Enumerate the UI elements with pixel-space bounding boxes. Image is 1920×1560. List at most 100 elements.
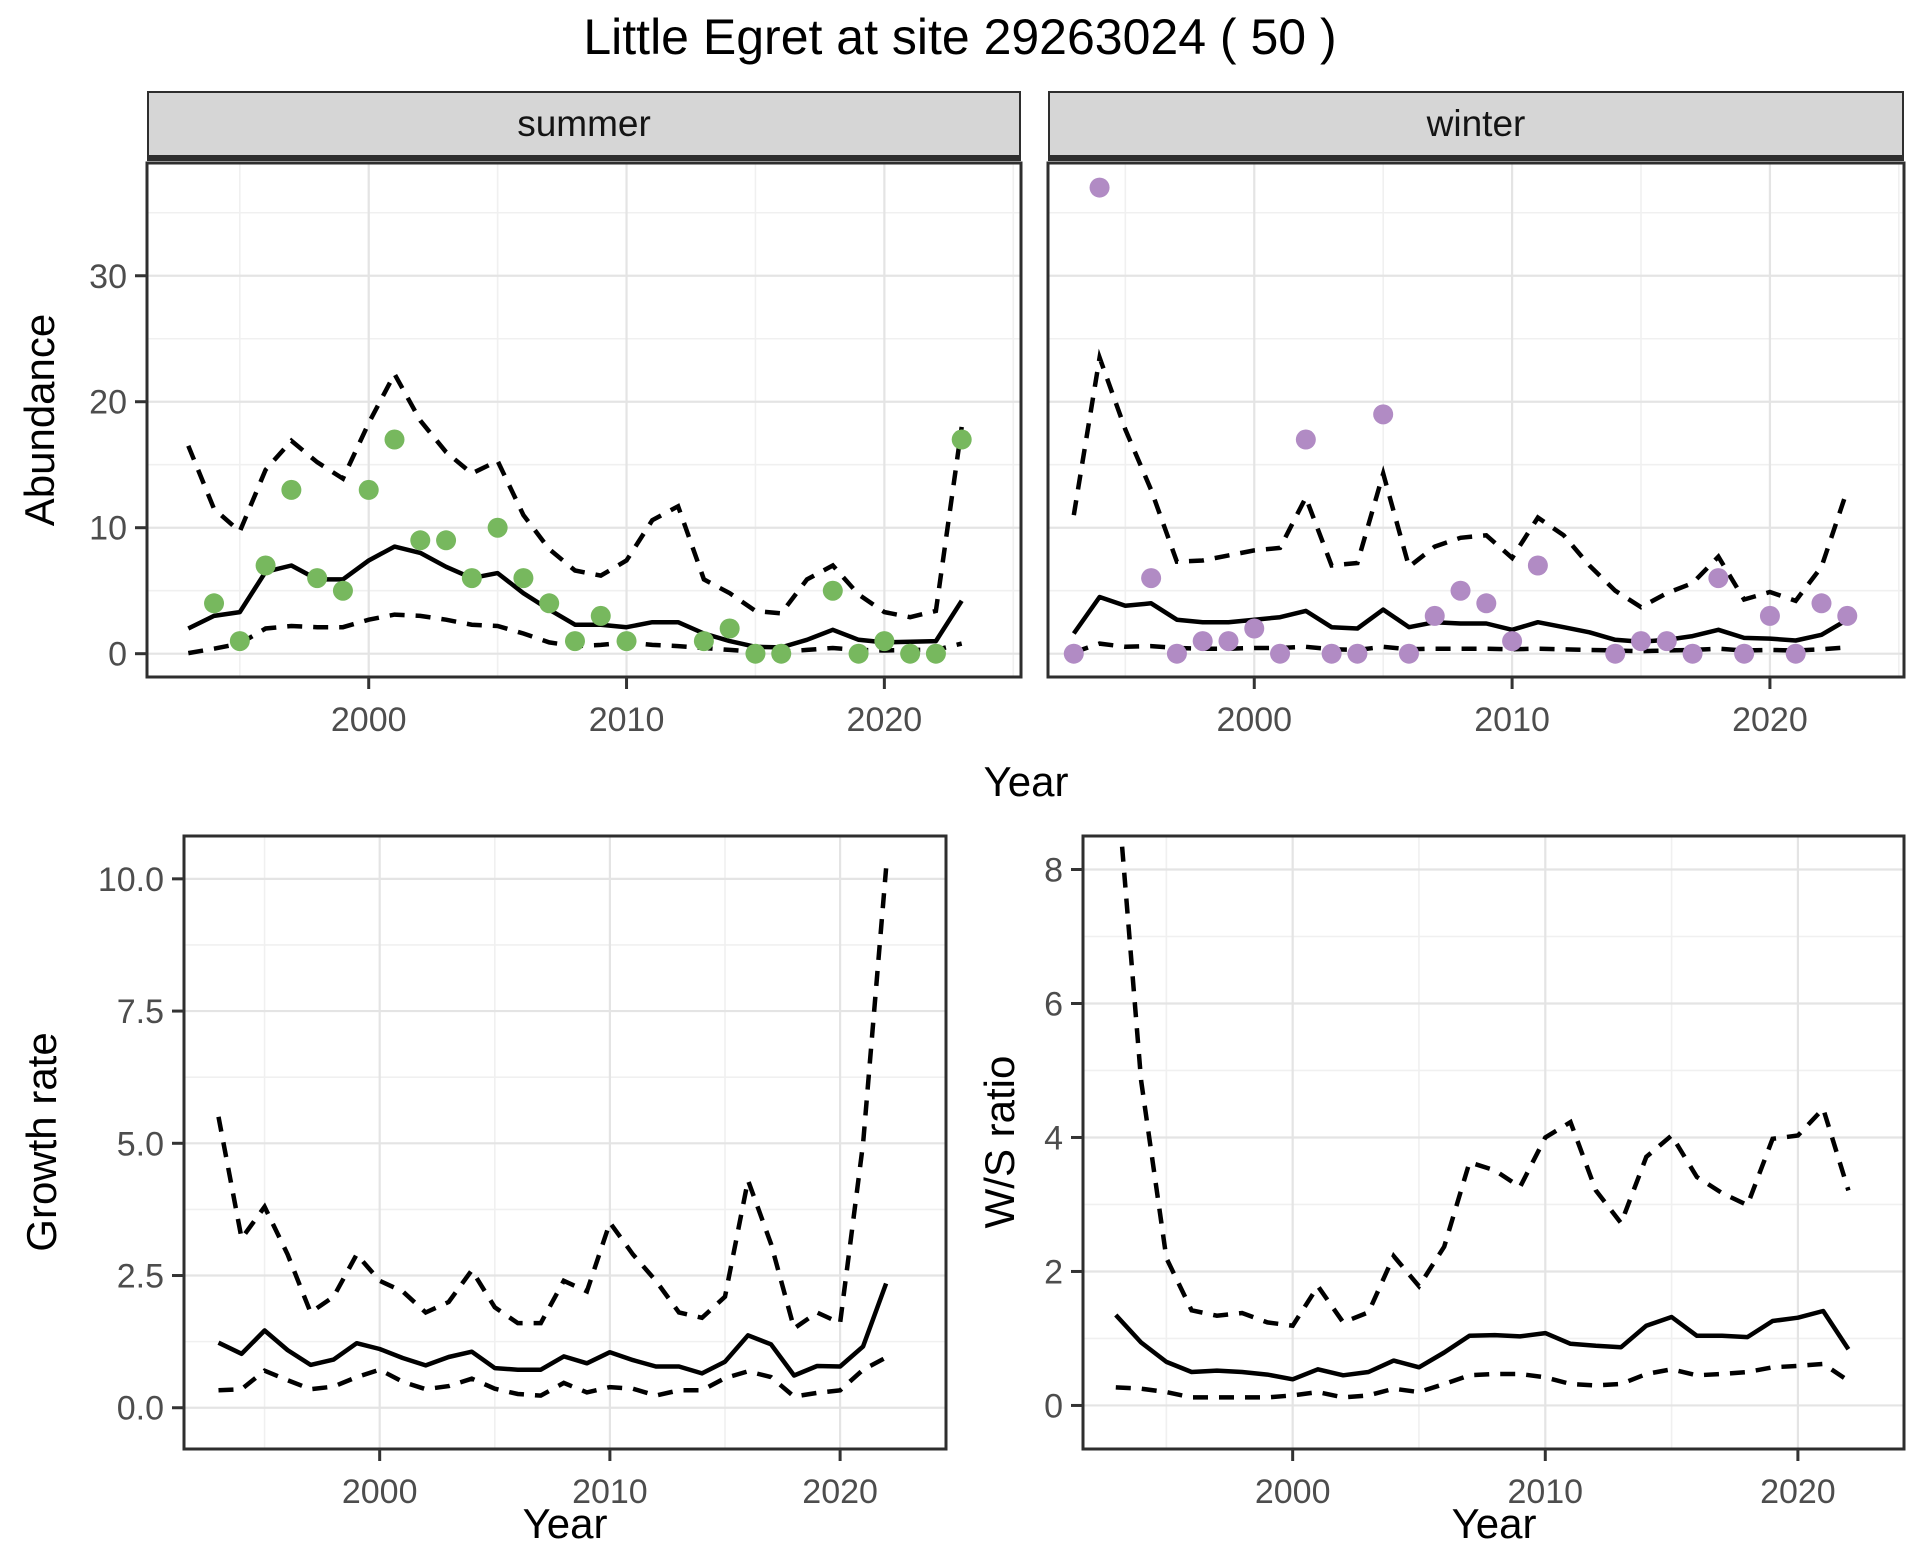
data-point [1321, 643, 1342, 664]
data-point [1373, 404, 1394, 425]
data-point [925, 643, 946, 664]
data-point [1605, 643, 1626, 664]
summer-y-tick-label: 10 [89, 510, 127, 548]
growth-upper-ci-line [216, 868, 889, 1333]
ws-axis-ticks: 2000 2010 2020 0 2 4 6 8 [1044, 851, 1836, 1511]
data-point [1527, 555, 1548, 576]
winter-series [1063, 177, 1858, 664]
data-point [513, 568, 534, 589]
growth-x-tick-label: 2010 [572, 1473, 648, 1511]
data-point [255, 555, 276, 576]
summer-panel-background [147, 163, 1021, 677]
data-point [822, 580, 843, 601]
ws-x-tick-label: 2020 [1760, 1473, 1836, 1511]
ws-y-tick-label: 8 [1044, 851, 1063, 889]
data-point [1063, 643, 1084, 664]
data-point [616, 631, 637, 652]
data-point [539, 593, 560, 614]
growth-series [216, 868, 889, 1399]
data-point [1089, 177, 1110, 198]
facet-strip-summer-label: summer [517, 103, 651, 144]
winter-panel-border [1046, 161, 1906, 679]
growth-y-tick-label: 0.0 [117, 1390, 164, 1428]
data-point [1631, 631, 1652, 652]
data-point [900, 643, 921, 664]
data-point [1166, 643, 1187, 664]
growth-y-tick-label: 2.5 [117, 1258, 164, 1296]
winter-panel-background [1048, 163, 1904, 677]
data-point [1734, 643, 1755, 664]
y-axis-title-abundance: Abundance [16, 313, 63, 527]
data-point [848, 643, 869, 664]
x-axis-title-year-bottom-right: Year [1451, 1500, 1537, 1547]
data-point [410, 530, 431, 551]
data-point [1811, 593, 1832, 614]
summer-panel-border [145, 161, 1023, 679]
data-point [693, 631, 714, 652]
data-point [1141, 568, 1162, 589]
winter-mean-line [1071, 594, 1849, 644]
data-point [229, 631, 250, 652]
data-point [436, 530, 457, 551]
data-point [332, 580, 353, 601]
ws-panel-border [1081, 834, 1906, 1451]
x-axis-title-year-bottom-left: Year [522, 1500, 608, 1547]
ws-x-tick-label: 2010 [1507, 1473, 1583, 1511]
summer-panel: 2000 2010 2020 0 10 20 30 [89, 161, 1023, 739]
summer-grid-major [147, 163, 1021, 677]
data-point [1192, 631, 1213, 652]
summer-points [204, 429, 972, 664]
data-point [1424, 605, 1445, 626]
growth-grid-major [184, 836, 946, 1449]
summer-y-tick-label: 30 [89, 258, 127, 296]
ws-x-tick-label: 2000 [1255, 1473, 1331, 1511]
summer-series [186, 369, 972, 664]
facet-strip-summer: summer [147, 91, 1021, 161]
facet-strip-winter: winter [1048, 91, 1904, 161]
data-point [590, 605, 611, 626]
data-point [487, 517, 508, 538]
growth-y-tick-label: 10.0 [98, 861, 164, 899]
x-axis-title-year-top: Year [983, 758, 1069, 805]
data-point [564, 631, 585, 652]
data-point [307, 568, 328, 589]
winter-grid-minor [1048, 163, 1904, 677]
winter-grid-major [1048, 163, 1904, 677]
data-point [1295, 429, 1316, 450]
data-point [1656, 631, 1677, 652]
winter-x-tick-label: 2000 [1216, 701, 1292, 739]
data-point [951, 429, 972, 450]
growth-panel: 2000 2010 2020 0.0 2.5 5.0 7.5 10.0 [98, 834, 948, 1511]
data-point [1398, 643, 1419, 664]
growth-x-tick-label: 2000 [342, 1473, 418, 1511]
y-axis-title-ws-ratio: W/S ratio [976, 1055, 1023, 1229]
data-point [461, 568, 482, 589]
ws-y-tick-label: 4 [1044, 1119, 1063, 1157]
summer-axis-ticks: 2000 2010 2020 0 10 20 30 [89, 258, 922, 739]
winter-axis-ticks: 2000 2010 2020 [1216, 677, 1808, 739]
data-point [771, 643, 792, 664]
growth-y-tick-label: 7.5 [117, 993, 164, 1031]
facet-strip-winter-label: winter [1426, 103, 1526, 144]
data-point [1708, 568, 1729, 589]
growth-axis-ticks: 2000 2010 2020 0.0 2.5 5.0 7.5 10.0 [98, 861, 878, 1511]
summer-grid-minor [147, 163, 1021, 677]
data-point [1759, 605, 1780, 626]
winter-panel: 2000 2010 2020 [1046, 161, 1906, 739]
ws-grid-minor [1083, 836, 1904, 1449]
growth-mean-line [217, 1282, 889, 1378]
summer-x-tick-label: 2010 [589, 701, 665, 739]
winter-x-tick-label: 2020 [1732, 701, 1808, 739]
growth-y-tick-label: 5.0 [117, 1125, 164, 1163]
winter-upper-ci-line [1071, 348, 1850, 610]
y-axis-title-growth-rate: Growth rate [18, 1032, 65, 1252]
summer-y-tick-label: 20 [89, 384, 127, 422]
data-point [1785, 643, 1806, 664]
data-point [1837, 605, 1858, 626]
data-point [384, 429, 405, 450]
data-point [1476, 593, 1497, 614]
summer-upper-ci-line [186, 369, 964, 620]
ws-lower-ci-line [1115, 1361, 1850, 1400]
